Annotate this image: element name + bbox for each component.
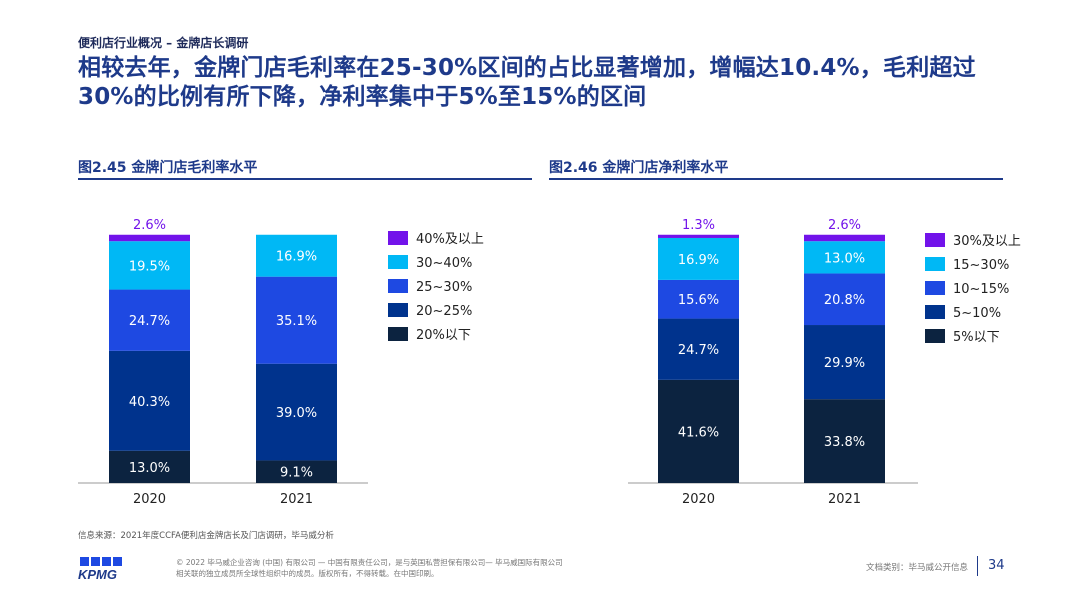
chart-2-label-2021-0: 33.8% xyxy=(824,435,865,450)
chart-2-bar-2021-3 xyxy=(804,241,885,274)
chart-2-legend-label-2: 10~15% xyxy=(953,282,1009,297)
chart-2-label-2020-0: 41.6% xyxy=(678,425,719,440)
chart-1-label-2020-1: 40.3% xyxy=(129,395,170,410)
chart-2-title-rule xyxy=(549,178,1003,180)
chart-1-bar-2020-4 xyxy=(109,234,190,242)
chart-1-bar-2021-3 xyxy=(256,234,337,277)
chart-1-legend-label-1: 30~40% xyxy=(416,256,472,271)
chart-2-bar-2020-3 xyxy=(658,237,739,280)
chart-2-legend-swatch-4 xyxy=(925,329,945,343)
chart-2-bar-2020-1 xyxy=(658,318,739,380)
chart-1-label-2021-3: 16.9% xyxy=(276,250,317,265)
chart-2-legend-swatch-1 xyxy=(925,257,945,271)
chart-2-legend-swatch-3 xyxy=(925,305,945,319)
chart-1-legend-label-2: 25~30% xyxy=(416,280,472,295)
chart-1-label-2020-2: 24.7% xyxy=(129,314,170,329)
chart-2-label-2020-1: 24.7% xyxy=(678,343,719,358)
chart-2-label-2020-4: 1.3% xyxy=(682,218,715,233)
chart-2-label-2021-1: 29.9% xyxy=(824,356,865,371)
chart-1-legend-swatch-2 xyxy=(388,279,408,293)
chart-2-label-2021-3: 13.0% xyxy=(824,251,865,266)
section-kicker: 便利店行业概况 – 金牌店长调研 xyxy=(78,36,249,50)
chart-1-tick-2021: 2021 xyxy=(280,492,313,507)
chart-1-label-2021-0: 9.1% xyxy=(280,466,313,481)
chart-1-legend-label-3: 20~25% xyxy=(416,304,472,319)
kpmg-logo: KPMG xyxy=(78,557,122,581)
chart-2-bar-2021-2 xyxy=(804,273,885,326)
chart-2-legend-label-4: 5%以下 xyxy=(953,330,1000,345)
chart-2-legend-swatch-2 xyxy=(925,281,945,295)
chart-1-bar-2021-0 xyxy=(256,460,337,483)
chart-2-legend-label-1: 15~30% xyxy=(953,258,1009,273)
page-number: 34 xyxy=(988,558,1005,573)
chart-1-legend-label-4: 20%以下 xyxy=(416,328,471,343)
source-note: 信息来源：2021年度CCFA便利店金牌店长及门店调研，毕马威分析 xyxy=(78,531,334,541)
chart-1-label-2020-0: 13.0% xyxy=(129,461,170,476)
document-classification: 文档类别：毕马威公开信息 xyxy=(865,563,968,573)
chart-2-title: 图2.46 金牌门店净利率水平 xyxy=(549,160,729,176)
copyright: © 2022 毕马威企业咨询 (中国) 有限公司 — 中国有限责任公司，是与英国… xyxy=(176,557,646,579)
chart-2-label-2021-4: 2.6% xyxy=(828,218,861,233)
chart-1-bar-2020-2 xyxy=(109,289,190,351)
chart-2-legend-label-0: 30%及以上 xyxy=(953,234,1021,249)
chart-2-bar-2021-0 xyxy=(804,399,885,483)
chart-2-tick-2021: 2021 xyxy=(828,492,861,507)
chart-1-bar-2020-0 xyxy=(109,450,190,483)
chart-1-tick-2020: 2020 xyxy=(133,492,166,507)
copyright-line-2: 相关联的独立成员所全球性组织中的成员。版权所有，不得转载。在中国印刷。 xyxy=(176,569,439,578)
chart-2-bar-2020-4 xyxy=(658,234,739,238)
chart-1-legend-swatch-0 xyxy=(388,231,408,245)
net-margin-chart: 41.6% 24.7% 15.6% 16.9% 1.3% 2020 33.8% 29.9% 20… xyxy=(628,218,1021,507)
chart-2-bar-2021-1 xyxy=(804,325,885,400)
chart-2-label-2021-2: 20.8% xyxy=(824,293,865,308)
chart-1-legend-swatch-4 xyxy=(388,327,408,341)
gross-margin-chart: 13.0% 40.3% 24.7% 19.5% 2.6% 2020 9.1% 39.0% 35.… xyxy=(78,218,484,507)
chart-1-legend-swatch-1 xyxy=(388,255,408,269)
chart-1-bar-2020-1 xyxy=(109,350,190,451)
chart-1-bar-2021-1 xyxy=(256,363,337,461)
chart-1-label-2020-3: 19.5% xyxy=(129,259,170,274)
chart-1-title-rule xyxy=(78,178,532,180)
chart-1-legend-label-0: 40%及以上 xyxy=(416,232,484,247)
page-headline: 相较去年，金牌门店毛利率在25-30%区间的占比显著增加，增幅达10.4%，毛利… xyxy=(78,55,976,110)
chart-1-title: 图2.45 金牌门店毛利率水平 xyxy=(78,160,258,176)
chart-1-legend-swatch-3 xyxy=(388,303,408,317)
page-number-separator xyxy=(977,556,978,576)
chart-1-bar-2021-2 xyxy=(256,276,337,364)
chart-2-bar-2020-2 xyxy=(658,279,739,319)
chart-1-label-2020-4: 2.6% xyxy=(133,218,166,233)
chart-1-label-2021-1: 39.0% xyxy=(276,406,317,421)
chart-2-label-2020-2: 15.6% xyxy=(678,293,719,308)
chart-2-label-2020-3: 16.9% xyxy=(678,253,719,268)
chart-2-tick-2020: 2020 xyxy=(682,492,715,507)
kpmg-logo-text: KPMG xyxy=(78,567,117,581)
copyright-line-1: © 2022 毕马威企业咨询 (中国) 有限公司 — 中国有限责任公司，是与英国… xyxy=(176,558,563,567)
chart-2-legend-swatch-0 xyxy=(925,233,945,247)
chart-2-legend-label-3: 5~10% xyxy=(953,306,1001,321)
chart-1-bar-2020-3 xyxy=(109,241,190,290)
chart-1-label-2021-2: 35.1% xyxy=(276,314,317,329)
chart-2-bar-2021-4 xyxy=(804,234,885,242)
chart-2-bar-2020-0 xyxy=(658,379,739,483)
